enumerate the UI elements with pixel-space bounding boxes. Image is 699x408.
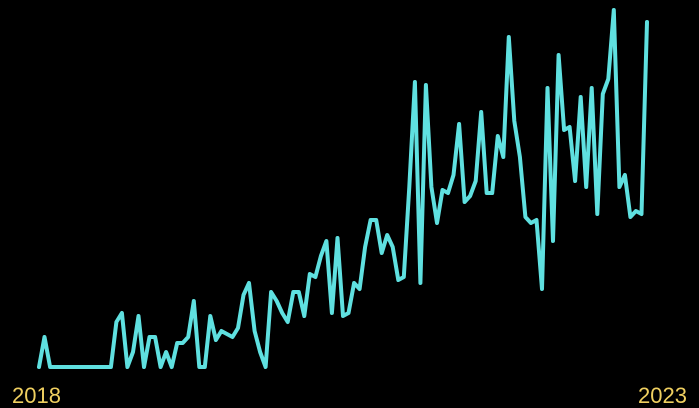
series-line-0: [37, 8, 649, 369]
x-tick-label-end: 2023: [638, 383, 687, 408]
x-tick-label-start: 2018: [12, 383, 61, 408]
series-layer: [37, 8, 649, 369]
